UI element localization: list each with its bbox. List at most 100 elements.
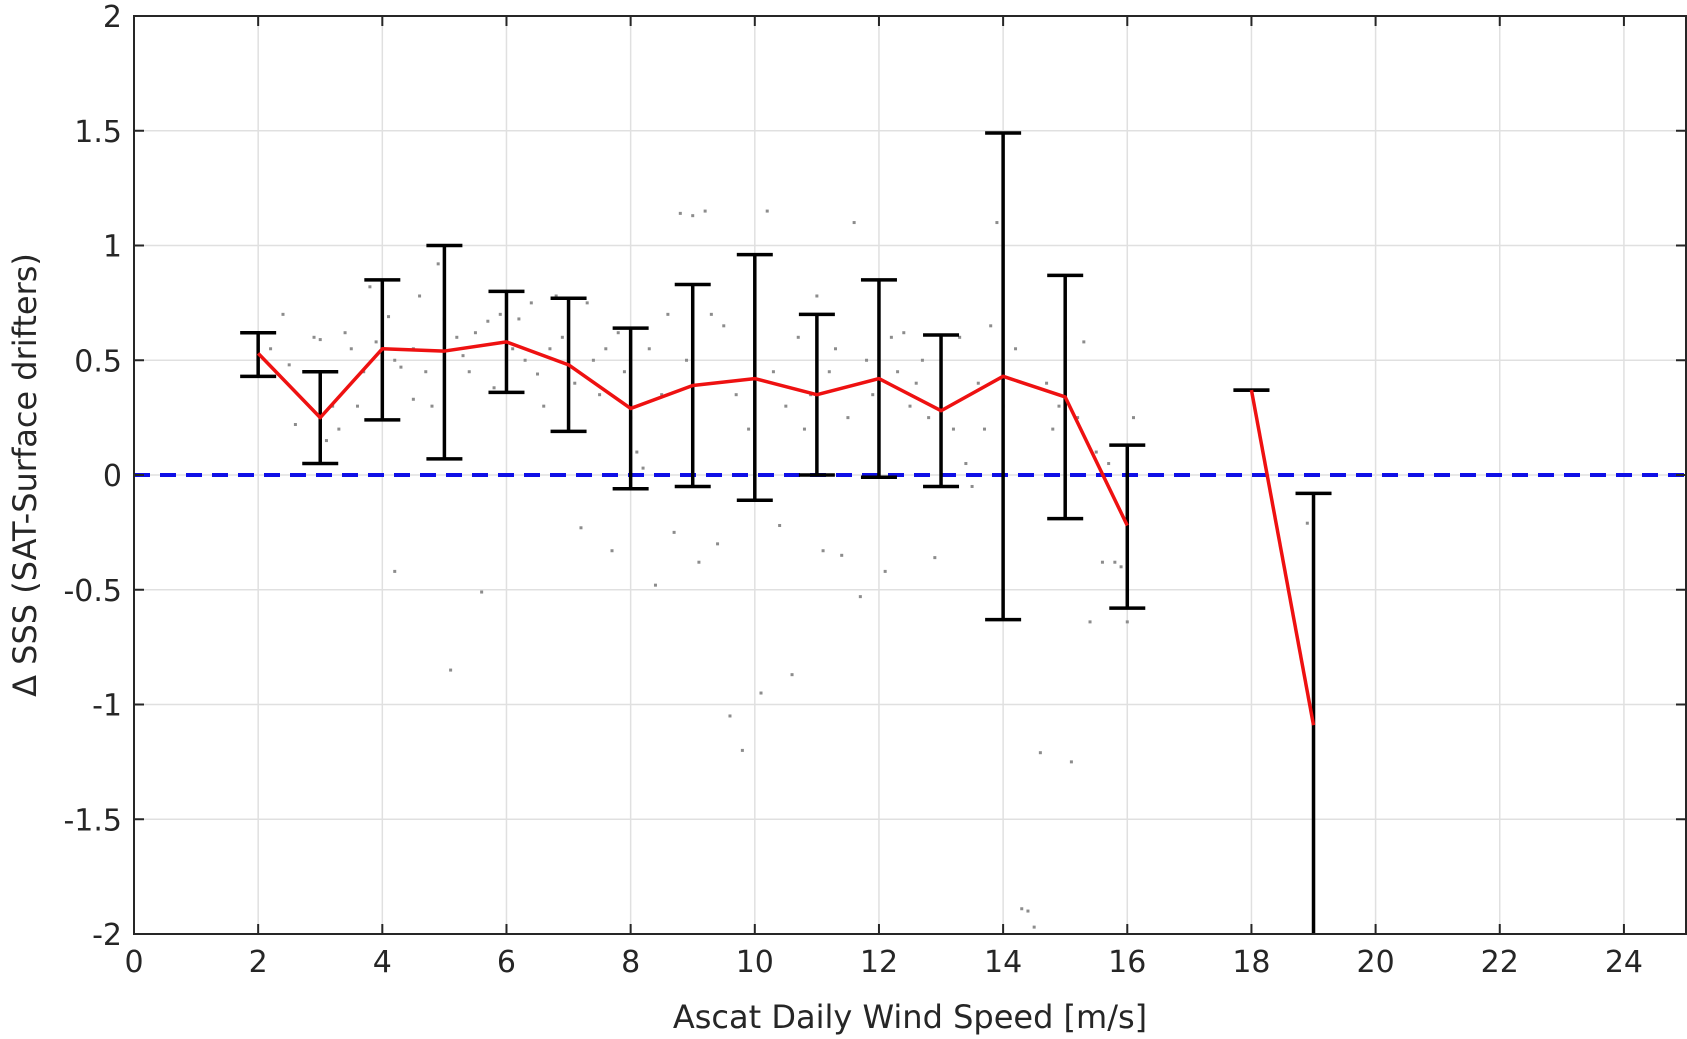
scatter-point — [536, 372, 540, 376]
scatter-point — [709, 312, 713, 316]
x-tick-label: 22 — [1481, 945, 1519, 980]
y-tick-label: 1 — [103, 230, 122, 265]
scatter-point — [393, 358, 397, 362]
scatter-point — [387, 315, 391, 319]
scatter-point — [747, 427, 751, 431]
scatter-point — [1125, 620, 1129, 624]
scatter-point — [1038, 751, 1042, 755]
scatter-point — [622, 370, 626, 374]
scatter-point — [846, 416, 850, 420]
x-tick-label: 0 — [124, 945, 143, 980]
scatter-point — [902, 331, 906, 335]
scatter-point — [653, 583, 657, 587]
scatter-point — [1032, 925, 1036, 929]
scatter-point — [467, 370, 471, 374]
scatter-point — [560, 335, 564, 339]
scatter-point — [678, 211, 682, 215]
scatter-point — [858, 595, 862, 599]
scatter-point — [1305, 521, 1309, 525]
scatter-point — [293, 423, 297, 427]
scatter-point — [827, 370, 831, 374]
scatter-point — [802, 427, 806, 431]
scatter-point — [685, 358, 689, 362]
scatter-point — [834, 347, 838, 351]
scatter-point — [480, 590, 484, 594]
scatter-point — [722, 324, 726, 328]
scatter-point — [728, 714, 732, 718]
scatter-point — [554, 294, 558, 298]
scatter-point — [343, 331, 347, 335]
scatter-point — [393, 569, 397, 573]
scatter-point — [318, 338, 322, 342]
scatter-point — [1051, 427, 1055, 431]
scatter-point — [548, 347, 552, 351]
scatter-point — [418, 294, 422, 298]
scatter-point — [914, 381, 918, 385]
scatter-point — [1069, 760, 1073, 764]
scatter-point — [281, 312, 285, 316]
scatter-point — [865, 358, 869, 362]
scatter-point — [896, 370, 900, 374]
error-bar — [1109, 443, 1146, 610]
scatter-point — [1094, 450, 1098, 454]
x-tick-label: 12 — [860, 945, 898, 980]
scatter-point — [1088, 620, 1092, 624]
scatter-point — [908, 404, 912, 408]
scatter-point — [598, 393, 602, 397]
x-tick-label: 14 — [984, 945, 1022, 980]
scatter-point — [542, 404, 546, 408]
y-tick-label: 0 — [103, 459, 122, 494]
x-tick-label: 10 — [736, 945, 774, 980]
scatter-point — [1131, 416, 1135, 420]
scatter-point — [1057, 404, 1061, 408]
scatter-point — [529, 301, 533, 305]
scatter-point — [1045, 381, 1049, 385]
x-axis-label: Ascat Daily Wind Speed [m/s] — [673, 998, 1147, 1036]
x-axis: 0 2 4 6 8 10 12 14 16 18 20 22 24 — [124, 16, 1643, 980]
scatter-point — [784, 404, 788, 408]
y-tick-label: -2 — [92, 918, 122, 953]
scatter-point — [920, 358, 924, 362]
y-tick-label: -1.5 — [63, 803, 122, 838]
scatter-point — [312, 335, 316, 339]
scatter-point — [604, 347, 608, 351]
scatter-point — [591, 358, 595, 362]
scatter-point — [889, 335, 893, 339]
scatter-point — [610, 549, 614, 553]
scatter-point — [436, 262, 440, 266]
scatter-point — [1113, 560, 1117, 564]
scatter-point — [424, 370, 428, 374]
x-tick-label: 18 — [1232, 945, 1270, 980]
scatter-point — [641, 466, 645, 470]
scatter-point — [1119, 565, 1123, 569]
scatter-point — [982, 427, 986, 431]
x-tick-label: 4 — [373, 945, 392, 980]
scatter-point — [473, 331, 477, 335]
scatter-point — [660, 393, 664, 397]
scatter-point — [771, 370, 775, 374]
scatter-point — [455, 335, 459, 339]
scatter-point — [430, 404, 434, 408]
error-bar — [1295, 491, 1332, 934]
scatter-point — [287, 363, 291, 367]
scatter-point — [461, 354, 465, 358]
scatter-point — [666, 312, 670, 316]
scatter-point — [411, 397, 415, 401]
scatter-point — [1014, 347, 1018, 351]
y-axis: 2 1.5 1 0.5 0 -0.5 -1 -1.5 -2 — [63, 0, 1686, 953]
x-tick-label: 20 — [1357, 945, 1395, 980]
scatter-point — [796, 335, 800, 339]
mean-line-segment — [256, 340, 1129, 527]
scatter-point — [511, 347, 515, 351]
scatter-point — [324, 439, 328, 443]
scatter-point — [1100, 560, 1104, 564]
scatter-point — [498, 312, 502, 316]
scatter-point — [821, 549, 825, 553]
scatter-point — [449, 668, 453, 672]
scatter-point — [585, 301, 589, 305]
scatter-point — [337, 427, 341, 431]
scatter-point — [647, 347, 651, 351]
scatter-point — [573, 381, 577, 385]
x-tick-label: 24 — [1605, 945, 1643, 980]
